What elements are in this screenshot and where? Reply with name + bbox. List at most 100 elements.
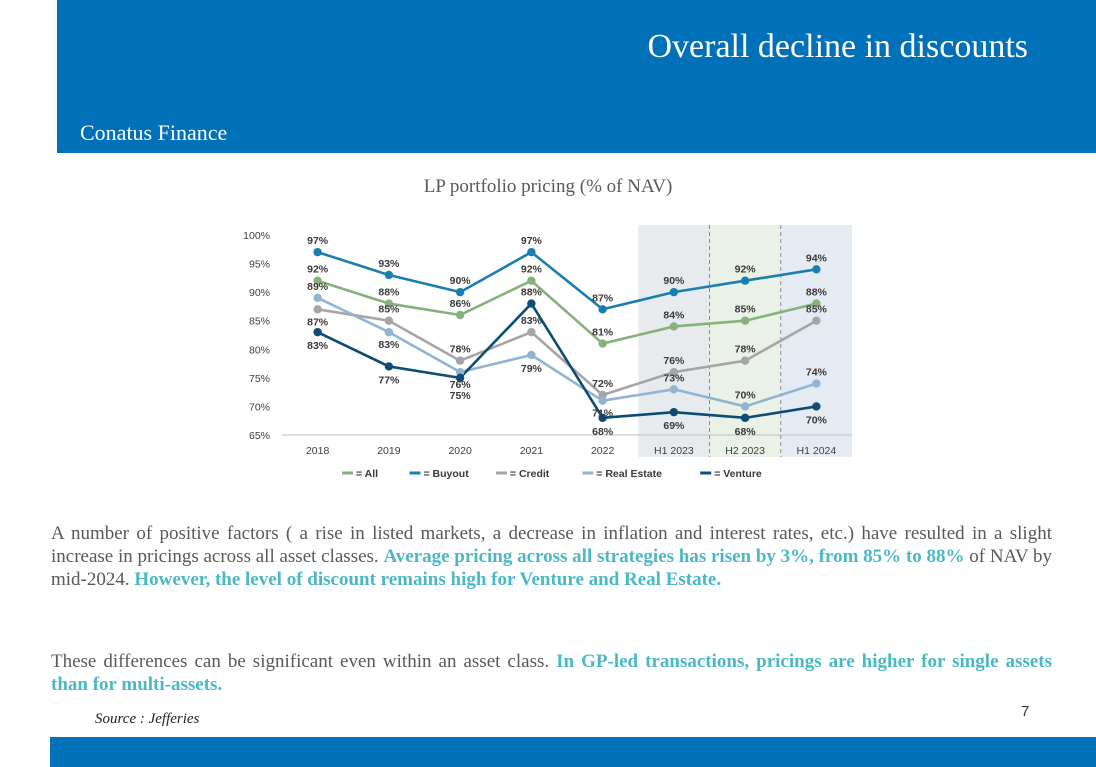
series-lines xyxy=(317,250,818,420)
legend-label: = Venture xyxy=(714,468,762,480)
data-label: 90% xyxy=(450,275,472,287)
page-number: 7 xyxy=(1021,703,1030,720)
legend-label: = Real Estate xyxy=(596,468,662,480)
data-point xyxy=(669,287,679,297)
data-point xyxy=(455,373,465,383)
data-label: 73% xyxy=(663,372,685,384)
data-label: 85% xyxy=(378,304,400,316)
data-point xyxy=(669,407,679,417)
paragraph-summary: A number of positive factors ( a rise in… xyxy=(51,522,1052,591)
shaded-period xyxy=(638,225,710,457)
data-label: 90% xyxy=(663,275,685,287)
highlight-text: However, the level of discount remains h… xyxy=(134,569,722,590)
header-bar: Overall decline in discounts Conatus Fin… xyxy=(57,0,1096,153)
data-label: 68% xyxy=(735,426,757,438)
data-point xyxy=(598,305,607,314)
data-label: 69% xyxy=(663,420,685,432)
data-point xyxy=(740,413,750,423)
x-tick-label: 2022 xyxy=(591,445,615,457)
data-point xyxy=(812,265,821,274)
legend: = All = Buyout = Credit = Real Estate = Vent… xyxy=(342,468,762,480)
data-point xyxy=(313,247,322,257)
data-label: 94% xyxy=(806,252,828,264)
data-label: 88% xyxy=(378,287,400,299)
slide-title: Overall decline in discounts xyxy=(647,28,1028,65)
data-label: 81% xyxy=(592,327,614,339)
data-point xyxy=(527,299,536,308)
series-line xyxy=(317,302,817,420)
data-label: 88% xyxy=(521,287,543,299)
x-tick-label: H1 2024 xyxy=(797,445,837,457)
legend-label: = All xyxy=(356,468,378,480)
chart-title: LP portfolio pricing (% of NAV) xyxy=(423,176,673,197)
data-point xyxy=(740,402,750,411)
data-point xyxy=(384,316,394,325)
data-label: 92% xyxy=(307,264,329,276)
y-tick-label: 70% xyxy=(249,401,270,413)
y-tick-label: 65% xyxy=(249,430,270,442)
y-tick-label: 75% xyxy=(249,373,270,385)
x-tick-label: 2018 xyxy=(306,445,330,457)
y-tick-label: 90% xyxy=(249,287,270,299)
shaded-period xyxy=(709,225,781,457)
data-label: 76% xyxy=(663,355,685,367)
x-tick-label: H2 2023 xyxy=(725,445,765,457)
data-point xyxy=(740,276,750,285)
data-point xyxy=(812,402,821,411)
legend-label: = Credit xyxy=(510,468,550,480)
data-label: 83% xyxy=(521,315,543,327)
paragraph-text: These differences can be significant eve… xyxy=(51,651,557,672)
series-line xyxy=(317,279,817,345)
data-label: 70% xyxy=(735,389,757,401)
series-line xyxy=(317,296,817,408)
series-line xyxy=(317,308,818,397)
data-point xyxy=(527,350,536,360)
data-point xyxy=(598,413,607,423)
data-label: 72% xyxy=(592,378,614,390)
data-point xyxy=(527,247,536,257)
data-point xyxy=(313,327,322,337)
data-point xyxy=(669,385,679,394)
data-point xyxy=(455,287,465,297)
source-note: Source : Jefferies xyxy=(95,711,200,727)
data-point xyxy=(740,356,750,365)
data-point xyxy=(313,293,322,303)
data-label: 87% xyxy=(592,292,614,304)
data-label: 97% xyxy=(521,235,543,247)
data-point xyxy=(384,299,394,308)
data-label: 88% xyxy=(806,287,828,299)
legend-label: = Buyout xyxy=(424,468,470,480)
data-label: 86% xyxy=(450,298,472,310)
data-point xyxy=(812,379,821,388)
data-point xyxy=(455,310,465,320)
data-point xyxy=(812,299,821,308)
paragraph-differences: These differences can be significant eve… xyxy=(51,650,1052,696)
data-point xyxy=(527,276,536,285)
data-label: 93% xyxy=(378,258,400,270)
data-point xyxy=(384,327,394,337)
highlight-text: In GP-led transactions, pricings are hig… xyxy=(51,651,1052,695)
paragraph-text: A number of positive factors ( a rise in… xyxy=(51,523,1052,567)
x-tick-label: 2020 xyxy=(448,445,472,457)
data-point xyxy=(527,327,536,337)
data-point xyxy=(669,322,679,331)
data-label: 84% xyxy=(663,309,685,321)
axes: 65% 70% 75% 80% 85% 90% 95% 100% 2018 2019 2020 202… xyxy=(243,230,852,457)
data-label: 92% xyxy=(735,264,757,276)
data-point xyxy=(598,396,607,405)
line-chart: 65% 70% 75% 80% 85% 90% 95% 100% 2018 2019 2020 202… xyxy=(243,225,852,480)
data-label: 85% xyxy=(806,304,828,316)
data-label: 87% xyxy=(307,316,329,328)
y-tick-label: 80% xyxy=(249,344,270,356)
data-label: 76% xyxy=(450,379,472,391)
data-label: 68% xyxy=(592,426,614,438)
data-point xyxy=(740,316,750,325)
data-label: 83% xyxy=(378,339,400,351)
data-point xyxy=(455,356,465,365)
data-label: 92% xyxy=(521,264,543,276)
data-label: 78% xyxy=(450,344,472,356)
data-label: 89% xyxy=(307,281,329,293)
data-label: 75% xyxy=(450,390,472,402)
y-tick-label: 100% xyxy=(243,230,270,242)
shaded-periods xyxy=(638,225,852,457)
